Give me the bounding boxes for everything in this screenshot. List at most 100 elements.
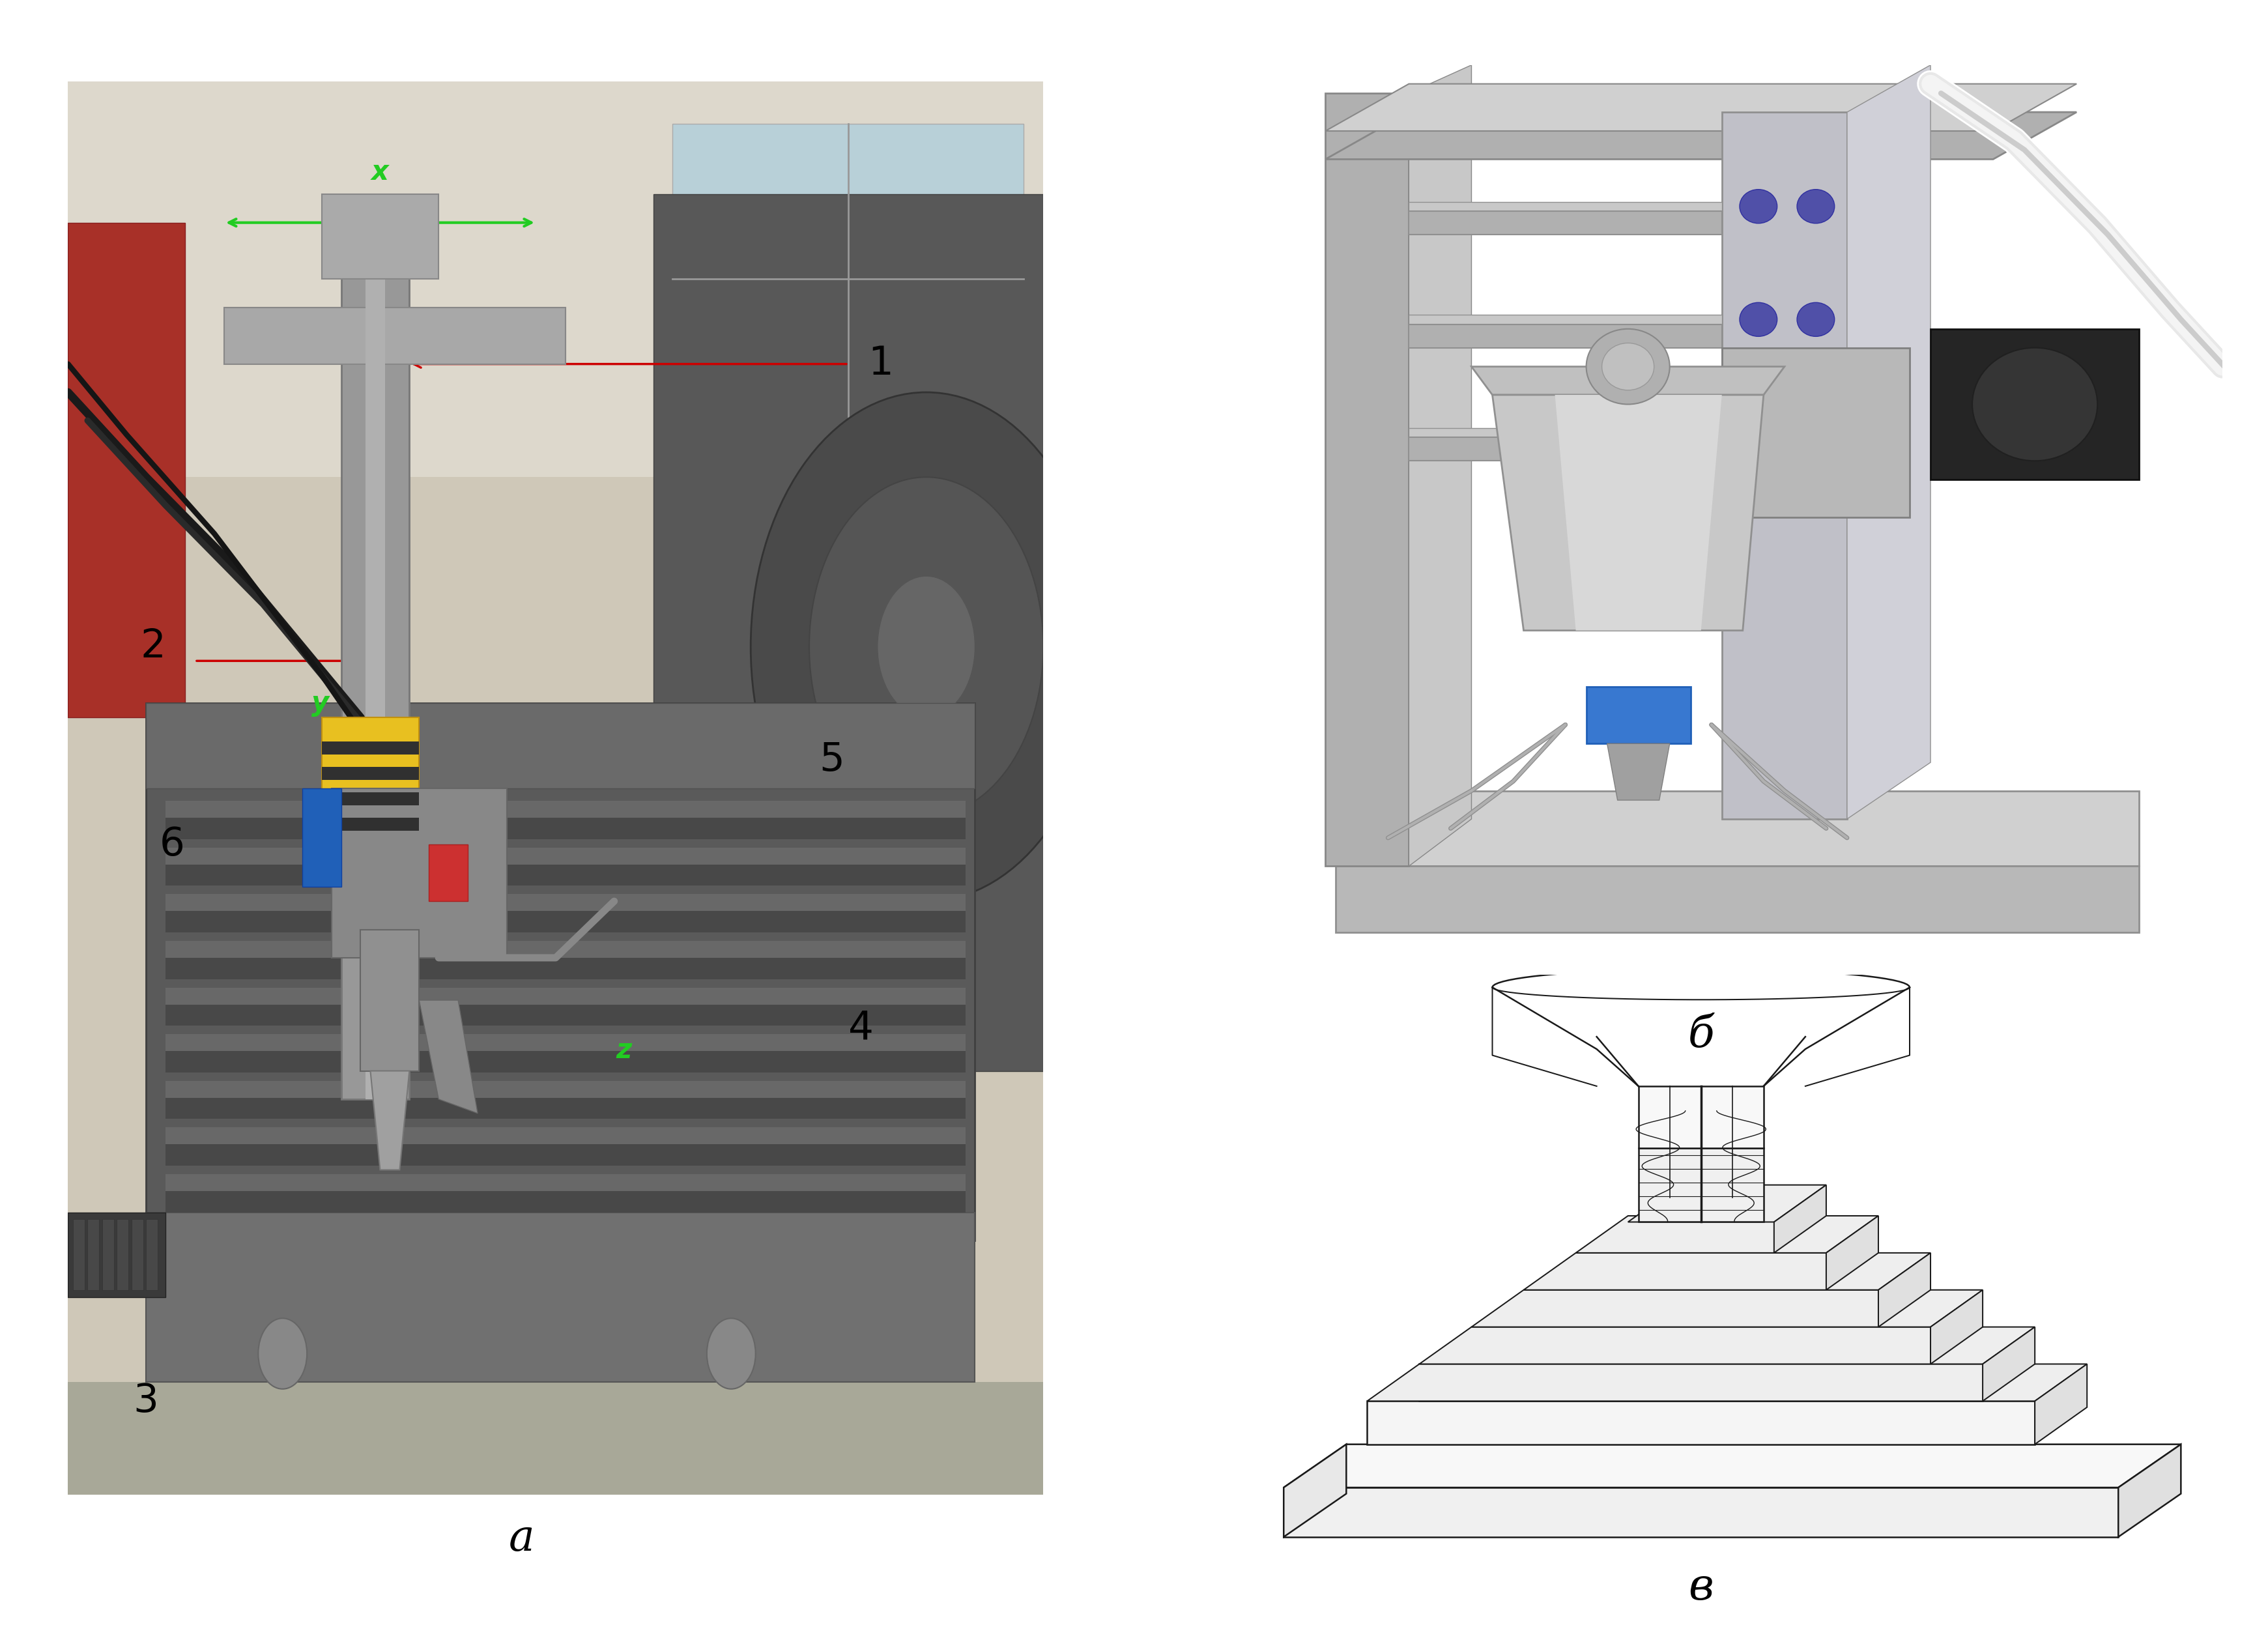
Bar bbox=[73, 1219, 84, 1290]
Polygon shape bbox=[2034, 1363, 2087, 1445]
Polygon shape bbox=[1408, 325, 1721, 348]
Bar bbox=[166, 864, 966, 886]
Bar bbox=[166, 1099, 966, 1120]
Circle shape bbox=[810, 478, 1043, 816]
Polygon shape bbox=[1408, 202, 1721, 211]
Polygon shape bbox=[1585, 687, 1690, 744]
Polygon shape bbox=[1524, 1290, 1878, 1328]
Bar bbox=[322, 793, 420, 804]
Polygon shape bbox=[1408, 437, 1721, 462]
Polygon shape bbox=[1408, 211, 1721, 234]
Bar bbox=[132, 1219, 143, 1290]
Polygon shape bbox=[1524, 1253, 1930, 1290]
Polygon shape bbox=[1420, 1363, 1982, 1401]
Circle shape bbox=[1585, 328, 1669, 405]
Bar bbox=[429, 845, 467, 902]
Circle shape bbox=[1740, 302, 1778, 336]
Bar bbox=[302, 788, 340, 887]
Polygon shape bbox=[1492, 395, 1765, 630]
Polygon shape bbox=[1576, 1216, 1878, 1253]
Bar bbox=[322, 767, 420, 780]
Polygon shape bbox=[1556, 395, 1721, 630]
Bar bbox=[88, 1219, 100, 1290]
Bar bbox=[166, 941, 966, 957]
Polygon shape bbox=[1420, 1328, 2034, 1363]
Circle shape bbox=[1740, 190, 1778, 223]
Bar bbox=[145, 704, 975, 788]
Bar bbox=[145, 1212, 975, 1381]
Bar bbox=[166, 801, 966, 817]
Text: z: z bbox=[617, 1037, 633, 1064]
Polygon shape bbox=[1336, 791, 2139, 866]
Polygon shape bbox=[1826, 1216, 1878, 1290]
Bar bbox=[166, 1191, 966, 1212]
Text: y: y bbox=[311, 689, 329, 717]
Bar bbox=[145, 1219, 159, 1290]
Polygon shape bbox=[420, 1001, 479, 1113]
Polygon shape bbox=[1721, 348, 1910, 517]
Polygon shape bbox=[1878, 1253, 1930, 1328]
Polygon shape bbox=[1325, 84, 2077, 132]
Bar bbox=[331, 788, 506, 957]
Bar bbox=[166, 957, 966, 978]
Bar bbox=[322, 741, 420, 754]
Bar bbox=[166, 848, 966, 864]
Bar bbox=[322, 195, 438, 280]
Text: 1: 1 bbox=[869, 344, 894, 384]
Bar bbox=[102, 1219, 113, 1290]
Bar bbox=[118, 1219, 129, 1290]
Polygon shape bbox=[1628, 1222, 1774, 1253]
Text: 4: 4 bbox=[848, 1009, 873, 1048]
Text: 2: 2 bbox=[141, 627, 166, 666]
Circle shape bbox=[751, 392, 1102, 902]
Bar bbox=[166, 1128, 966, 1144]
Polygon shape bbox=[1408, 427, 1721, 437]
Polygon shape bbox=[1284, 1487, 2118, 1537]
Bar bbox=[361, 930, 420, 1071]
Bar bbox=[340, 250, 408, 1098]
Bar bbox=[653, 195, 1043, 1071]
Bar bbox=[166, 988, 966, 1004]
Polygon shape bbox=[1368, 1401, 2034, 1445]
Circle shape bbox=[708, 1318, 755, 1389]
Polygon shape bbox=[2118, 1445, 2182, 1537]
Text: а: а bbox=[508, 1518, 535, 1560]
Polygon shape bbox=[370, 1071, 408, 1170]
Polygon shape bbox=[1637, 1086, 1765, 1147]
Polygon shape bbox=[1774, 1185, 1826, 1253]
Text: б: б bbox=[1687, 1014, 1715, 1056]
Polygon shape bbox=[1721, 112, 1846, 819]
Bar bbox=[68, 223, 186, 718]
Polygon shape bbox=[1325, 112, 2077, 159]
Polygon shape bbox=[1576, 1253, 1826, 1290]
Bar bbox=[166, 1081, 966, 1098]
Text: 5: 5 bbox=[819, 741, 844, 778]
Polygon shape bbox=[1368, 1363, 2087, 1401]
Bar bbox=[674, 124, 1023, 436]
Polygon shape bbox=[1982, 1328, 2034, 1401]
Text: 6: 6 bbox=[159, 826, 186, 864]
Polygon shape bbox=[1284, 1445, 1347, 1537]
Bar bbox=[322, 817, 420, 830]
Text: x: x bbox=[372, 159, 388, 185]
Polygon shape bbox=[1628, 1185, 1826, 1222]
Polygon shape bbox=[1472, 1290, 1982, 1328]
Circle shape bbox=[1740, 416, 1778, 450]
Bar bbox=[365, 250, 386, 1098]
Bar bbox=[166, 912, 966, 933]
Bar bbox=[166, 817, 966, 838]
Bar bbox=[68, 1212, 166, 1297]
Bar bbox=[145, 704, 975, 1240]
Polygon shape bbox=[1284, 1445, 2182, 1487]
Bar bbox=[322, 718, 420, 830]
Circle shape bbox=[1796, 190, 1835, 223]
Polygon shape bbox=[1325, 93, 1408, 866]
Bar bbox=[68, 1381, 1043, 1495]
Circle shape bbox=[1796, 416, 1835, 450]
Polygon shape bbox=[1608, 744, 1669, 799]
Polygon shape bbox=[1846, 65, 1930, 819]
Circle shape bbox=[878, 577, 975, 718]
Bar bbox=[166, 1004, 966, 1025]
Circle shape bbox=[1601, 343, 1653, 390]
Bar bbox=[225, 307, 565, 364]
